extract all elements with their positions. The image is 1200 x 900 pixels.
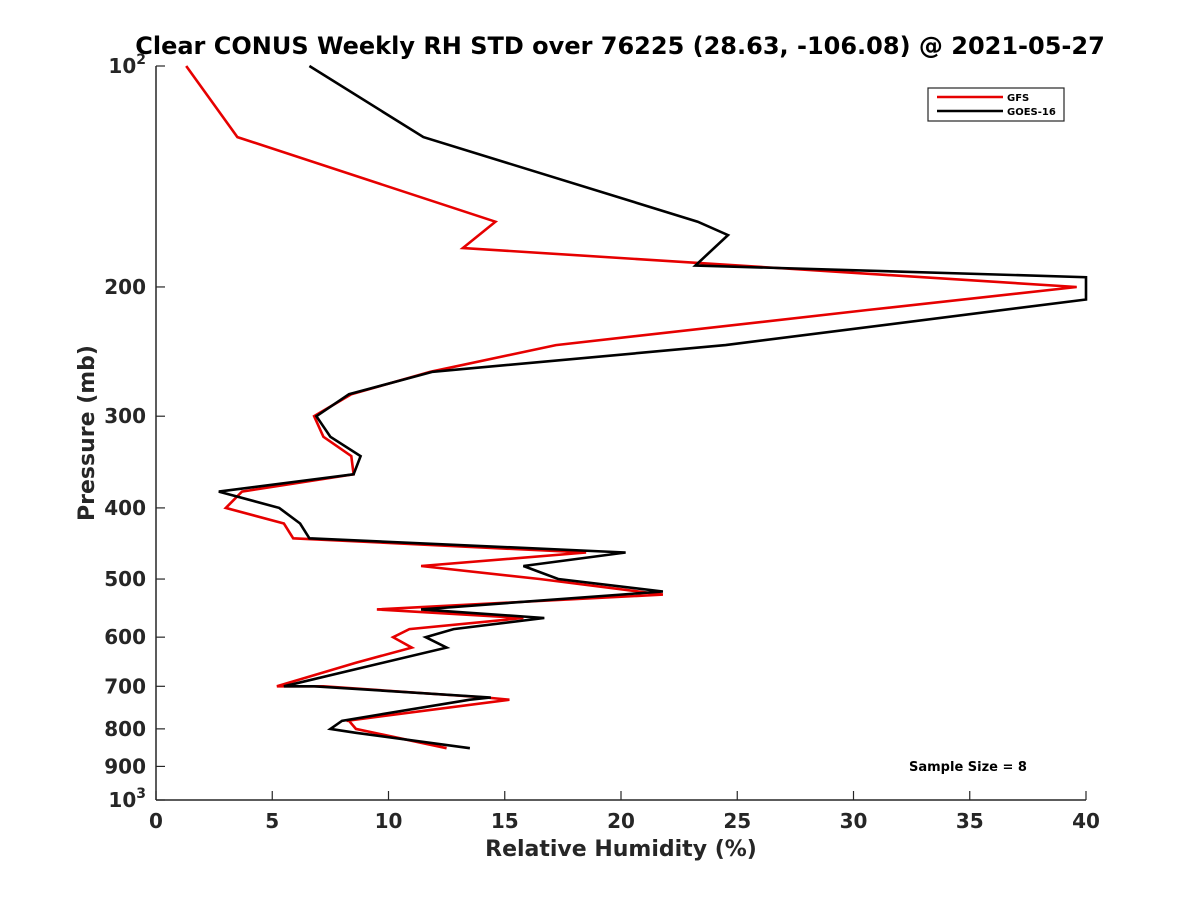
x-tick-label: 20 xyxy=(607,809,635,833)
legend-box xyxy=(927,87,1065,122)
x-tick-label: 30 xyxy=(840,809,868,833)
y-axis-ticks: 102 200 300 400 500 600 700 800 900 103 xyxy=(104,52,165,812)
x-tick-label: 10 xyxy=(375,809,403,833)
series-line-gfs xyxy=(185,65,1077,750)
y-tick-label: 800 xyxy=(104,717,146,741)
y-tick-label: 700 xyxy=(104,674,146,698)
chart-title: Clear CONUS Weekly RH STD over 76225 (28… xyxy=(135,32,1105,60)
y-tick-label: 400 xyxy=(104,496,146,520)
y-tick-label: 102 xyxy=(108,52,146,78)
legend-label: GFS xyxy=(1007,93,1029,104)
x-tick-label: 40 xyxy=(1072,809,1100,833)
x-tick-label: 5 xyxy=(265,809,279,833)
x-tick-label: 15 xyxy=(491,809,519,833)
series-line-goes-16 xyxy=(218,64,1088,750)
y-tick-label: 900 xyxy=(104,754,146,778)
y-tick-label: 200 xyxy=(104,275,146,299)
y-tick-label: 300 xyxy=(104,404,146,428)
x-tick-label: 0 xyxy=(149,809,163,833)
y-axis-title: Pressure (mb) xyxy=(75,345,100,521)
legend: GFS GOES-16 xyxy=(927,87,1065,122)
y-tick-label: 600 xyxy=(104,625,146,649)
x-axis-title: Relative Humidity (%) xyxy=(485,837,757,862)
x-tick-label: 25 xyxy=(723,809,751,833)
x-axis-ticks: 0 5 10 15 20 25 30 35 40 xyxy=(149,791,1100,833)
series-layer xyxy=(185,64,1088,750)
plot-area xyxy=(155,66,1086,801)
legend-label: GOES-16 xyxy=(1007,107,1056,118)
y-tick-label: 103 xyxy=(108,786,146,812)
sample-size-annotation: Sample Size = 8 xyxy=(909,760,1027,775)
y-tick-label: 500 xyxy=(104,567,146,591)
x-tick-label: 35 xyxy=(956,809,984,833)
